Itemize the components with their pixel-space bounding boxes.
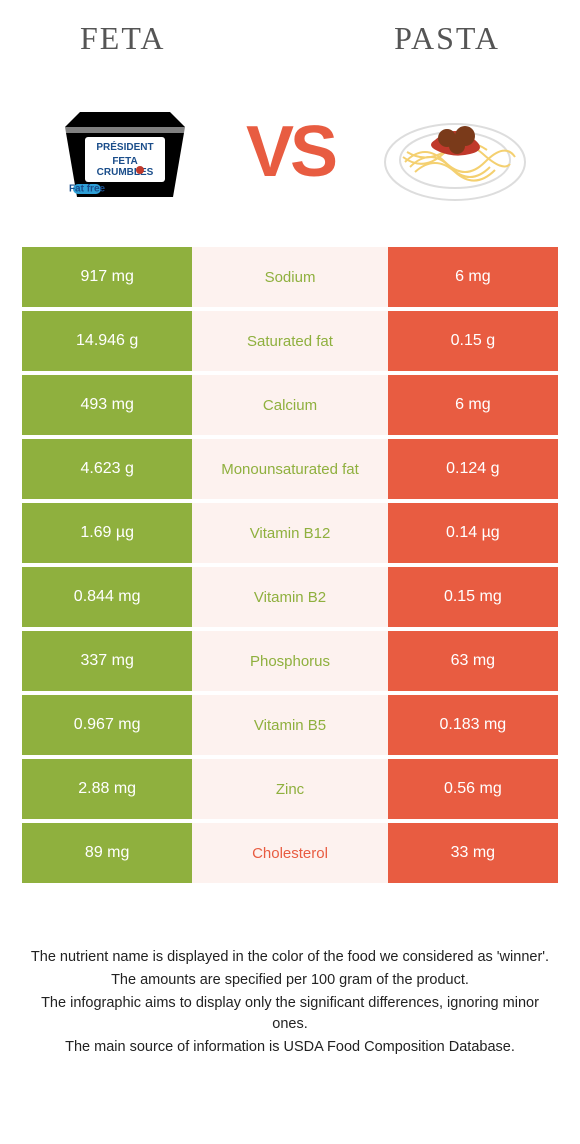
vs-label: VS (246, 111, 334, 193)
left-value: 0.967 mg (22, 695, 192, 755)
nutrient-row: 0.967 mgVitamin B50.183 mg (22, 695, 558, 755)
nutrient-name: Vitamin B12 (192, 503, 387, 563)
left-value: 0.844 mg (22, 567, 192, 627)
nutrient-row: 1.69 µgVitamin B120.14 µg (22, 503, 558, 563)
nutrient-name: Calcium (192, 375, 387, 435)
svg-text:CRUMBLES: CRUMBLES (97, 167, 154, 178)
nutrient-row: 14.946 gSaturated fat0.15 g (22, 311, 558, 371)
footnote-line: The infographic aims to display only the… (30, 993, 550, 1035)
nutrient-row: 4.623 gMonounsaturated fat0.124 g (22, 439, 558, 499)
nutrient-name: Vitamin B2 (192, 567, 387, 627)
left-value: 337 mg (22, 631, 192, 691)
left-value: 917 mg (22, 247, 192, 307)
right-value: 0.15 g (388, 311, 558, 371)
feta-tub-icon: PRÉSIDENT FETA CRUMBLES Fat free (45, 92, 205, 212)
nutrient-name: Saturated fat (192, 311, 387, 371)
left-value: 14.946 g (22, 311, 192, 371)
comparison-header: FETA PASTA (0, 0, 580, 67)
left-food-title: FETA (80, 20, 165, 57)
right-food-image (370, 87, 540, 217)
nutrient-row: 2.88 mgZinc0.56 mg (22, 759, 558, 819)
svg-text:FETA: FETA (112, 156, 137, 167)
left-value: 4.623 g (22, 439, 192, 499)
left-food-image: PRÉSIDENT FETA CRUMBLES Fat free (40, 87, 210, 217)
left-value: 2.88 mg (22, 759, 192, 819)
right-value: 0.15 mg (388, 567, 558, 627)
right-value: 0.183 mg (388, 695, 558, 755)
right-food-title: PASTA (394, 20, 500, 57)
footnote-line: The nutrient name is displayed in the co… (30, 947, 550, 968)
right-value: 6 mg (388, 247, 558, 307)
nutrient-row: 337 mgPhosphorus63 mg (22, 631, 558, 691)
right-value: 6 mg (388, 375, 558, 435)
right-value: 0.56 mg (388, 759, 558, 819)
images-row: PRÉSIDENT FETA CRUMBLES Fat free VS (0, 67, 580, 247)
footnote-line: The main source of information is USDA F… (30, 1037, 550, 1058)
nutrient-table: 917 mgSodium6 mg14.946 gSaturated fat0.1… (0, 247, 580, 883)
nutrient-name: Zinc (192, 759, 387, 819)
nutrient-row: 0.844 mgVitamin B20.15 mg (22, 567, 558, 627)
svg-text:Fat free: Fat free (69, 184, 106, 195)
nutrient-name: Sodium (192, 247, 387, 307)
svg-text:PRÉSIDENT: PRÉSIDENT (96, 140, 153, 153)
nutrient-name: Cholesterol (192, 823, 387, 883)
right-value: 63 mg (388, 631, 558, 691)
nutrient-name: Monounsaturated fat (192, 439, 387, 499)
nutrient-name: Vitamin B5 (192, 695, 387, 755)
left-value: 493 mg (22, 375, 192, 435)
pasta-plate-icon (375, 92, 535, 212)
nutrient-row: 89 mgCholesterol33 mg (22, 823, 558, 883)
right-value: 0.124 g (388, 439, 558, 499)
footnote-line: The amounts are specified per 100 gram o… (30, 970, 550, 991)
left-value: 89 mg (22, 823, 192, 883)
nutrient-row: 493 mgCalcium6 mg (22, 375, 558, 435)
right-value: 33 mg (388, 823, 558, 883)
nutrient-row: 917 mgSodium6 mg (22, 247, 558, 307)
footnotes: The nutrient name is displayed in the co… (0, 887, 580, 1080)
left-value: 1.69 µg (22, 503, 192, 563)
nutrient-name: Phosphorus (192, 631, 387, 691)
right-value: 0.14 µg (388, 503, 558, 563)
